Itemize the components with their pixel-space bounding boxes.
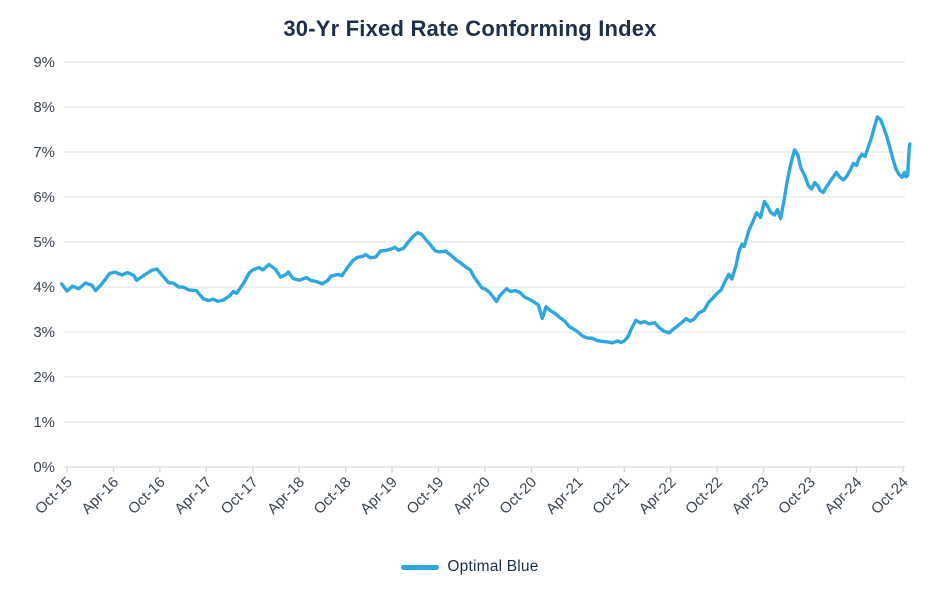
chart-title: 30-Yr Fixed Rate Conforming Index [283, 16, 657, 41]
x-axis-label: Oct-17 [218, 474, 262, 518]
x-axis-label: Oct-24 [868, 474, 912, 518]
x-axis-label: Oct-21 [589, 474, 633, 518]
x-axis-label: Oct-18 [311, 474, 355, 518]
line-swatch-icon [401, 564, 440, 570]
x-axis-label: Oct-22 [682, 474, 726, 518]
legend-label: Optimal Blue [447, 558, 539, 575]
y-axis-label: 9% [33, 54, 55, 71]
x-axis-label: Apr-24 [821, 474, 865, 518]
x-axis-label: Oct-23 [775, 474, 819, 518]
x-axis-label: Oct-15 [32, 474, 76, 518]
x-axis-label: Apr-20 [450, 474, 494, 518]
x-axis-label: Apr-17 [171, 474, 215, 518]
x-axis-label: Apr-16 [78, 474, 122, 518]
x-axis-label: Oct-20 [496, 474, 540, 518]
x-axis-label: Apr-19 [357, 474, 401, 518]
y-axis-label: 6% [33, 189, 55, 206]
y-axis-label: 1% [33, 414, 55, 431]
x-axis-label: Apr-21 [543, 474, 587, 518]
x-axis-label: Apr-22 [636, 474, 680, 518]
y-axis-label: 4% [33, 279, 55, 296]
rate-line [59, 115, 912, 345]
y-axis-label: 7% [33, 144, 55, 161]
x-axis-label: Apr-18 [264, 474, 308, 518]
y-axis-label: 8% [33, 99, 55, 116]
y-axis-label: 2% [33, 369, 55, 386]
x-axis-label: Oct-19 [403, 474, 447, 518]
y-axis-label: 5% [33, 234, 55, 251]
y-axis-label: 3% [33, 324, 55, 341]
x-axis-label: Apr-23 [729, 474, 773, 518]
legend: Optimal Blue [0, 556, 940, 578]
x-axis-label: Oct-16 [125, 474, 169, 518]
y-axis-label: 0% [33, 459, 55, 476]
